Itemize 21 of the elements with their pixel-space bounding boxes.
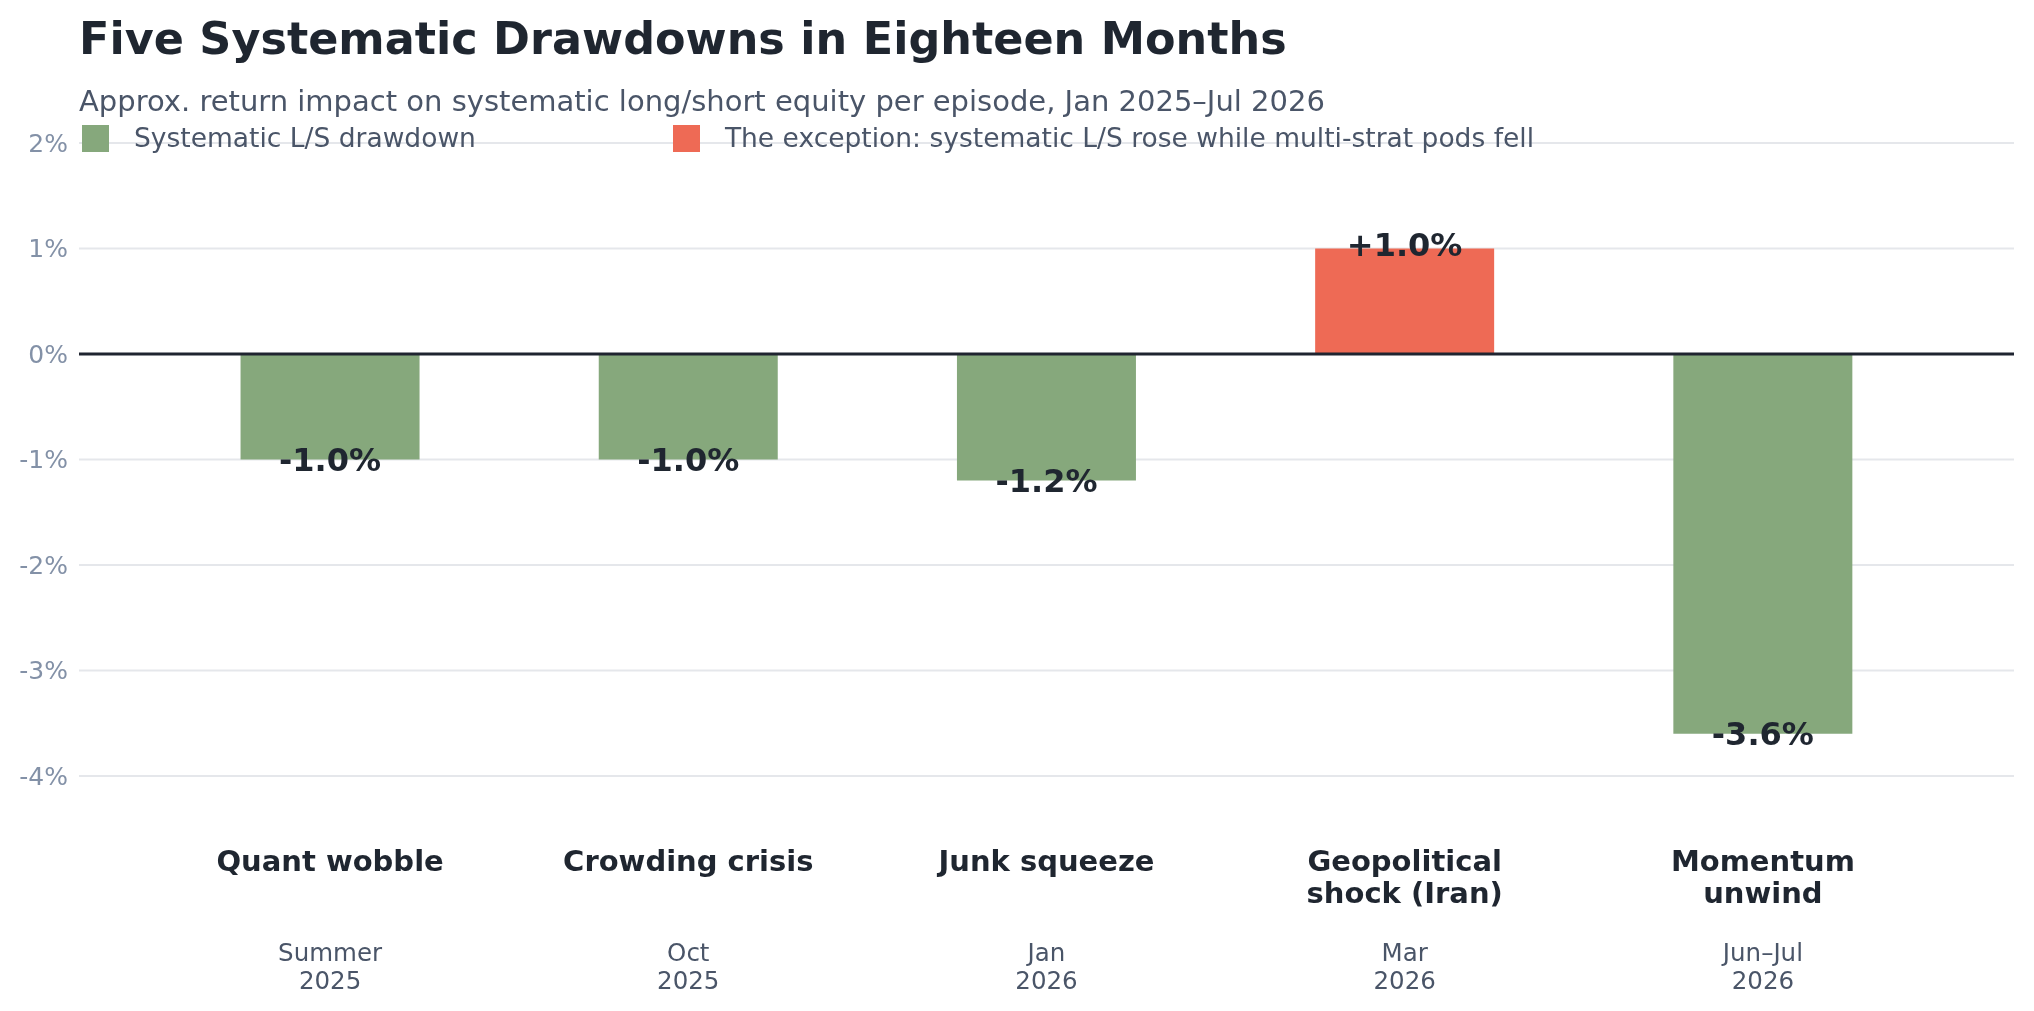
y-tick-label: 0% [28,339,68,369]
text: Mar 2026 [1373,938,1436,995]
y-tick-label: -2% [19,550,68,580]
text: Jan 2026 [1015,938,1078,995]
chart-subtitle: Approx. return impact on systematic long/short equity per episode, Jan 2025–Jul 2026 [79,84,1325,118]
y-tick-label: -4% [19,761,68,791]
y-tick-label: -3% [19,656,68,686]
x-tick-label: Quant wobble [216,844,444,878]
y-tick-label: 2% [28,128,68,158]
legend-label: Systematic L/S drawdown [134,122,476,153]
text: Summer 2025 [278,938,383,995]
chart-title: Five Systematic Drawdowns in Eighteen Months [79,13,1287,64]
x-tick-label: Junk squeeze [936,844,1155,878]
text: Jun–Jul 2026 [1720,938,1803,995]
y-tick-label: -1% [19,445,68,475]
legend-label: The exception: systematic L/S rose while multi-strat pods fell [724,122,1535,153]
x-tick-label: Momentum unwind [1670,844,1855,910]
text: Oct 2025 [657,938,720,995]
x-tick-label: Crowding crisis [563,844,814,878]
y-tick-label: 1% [28,234,68,264]
x-tick-label: Geopolitical shock (Iran) [1306,844,1503,910]
